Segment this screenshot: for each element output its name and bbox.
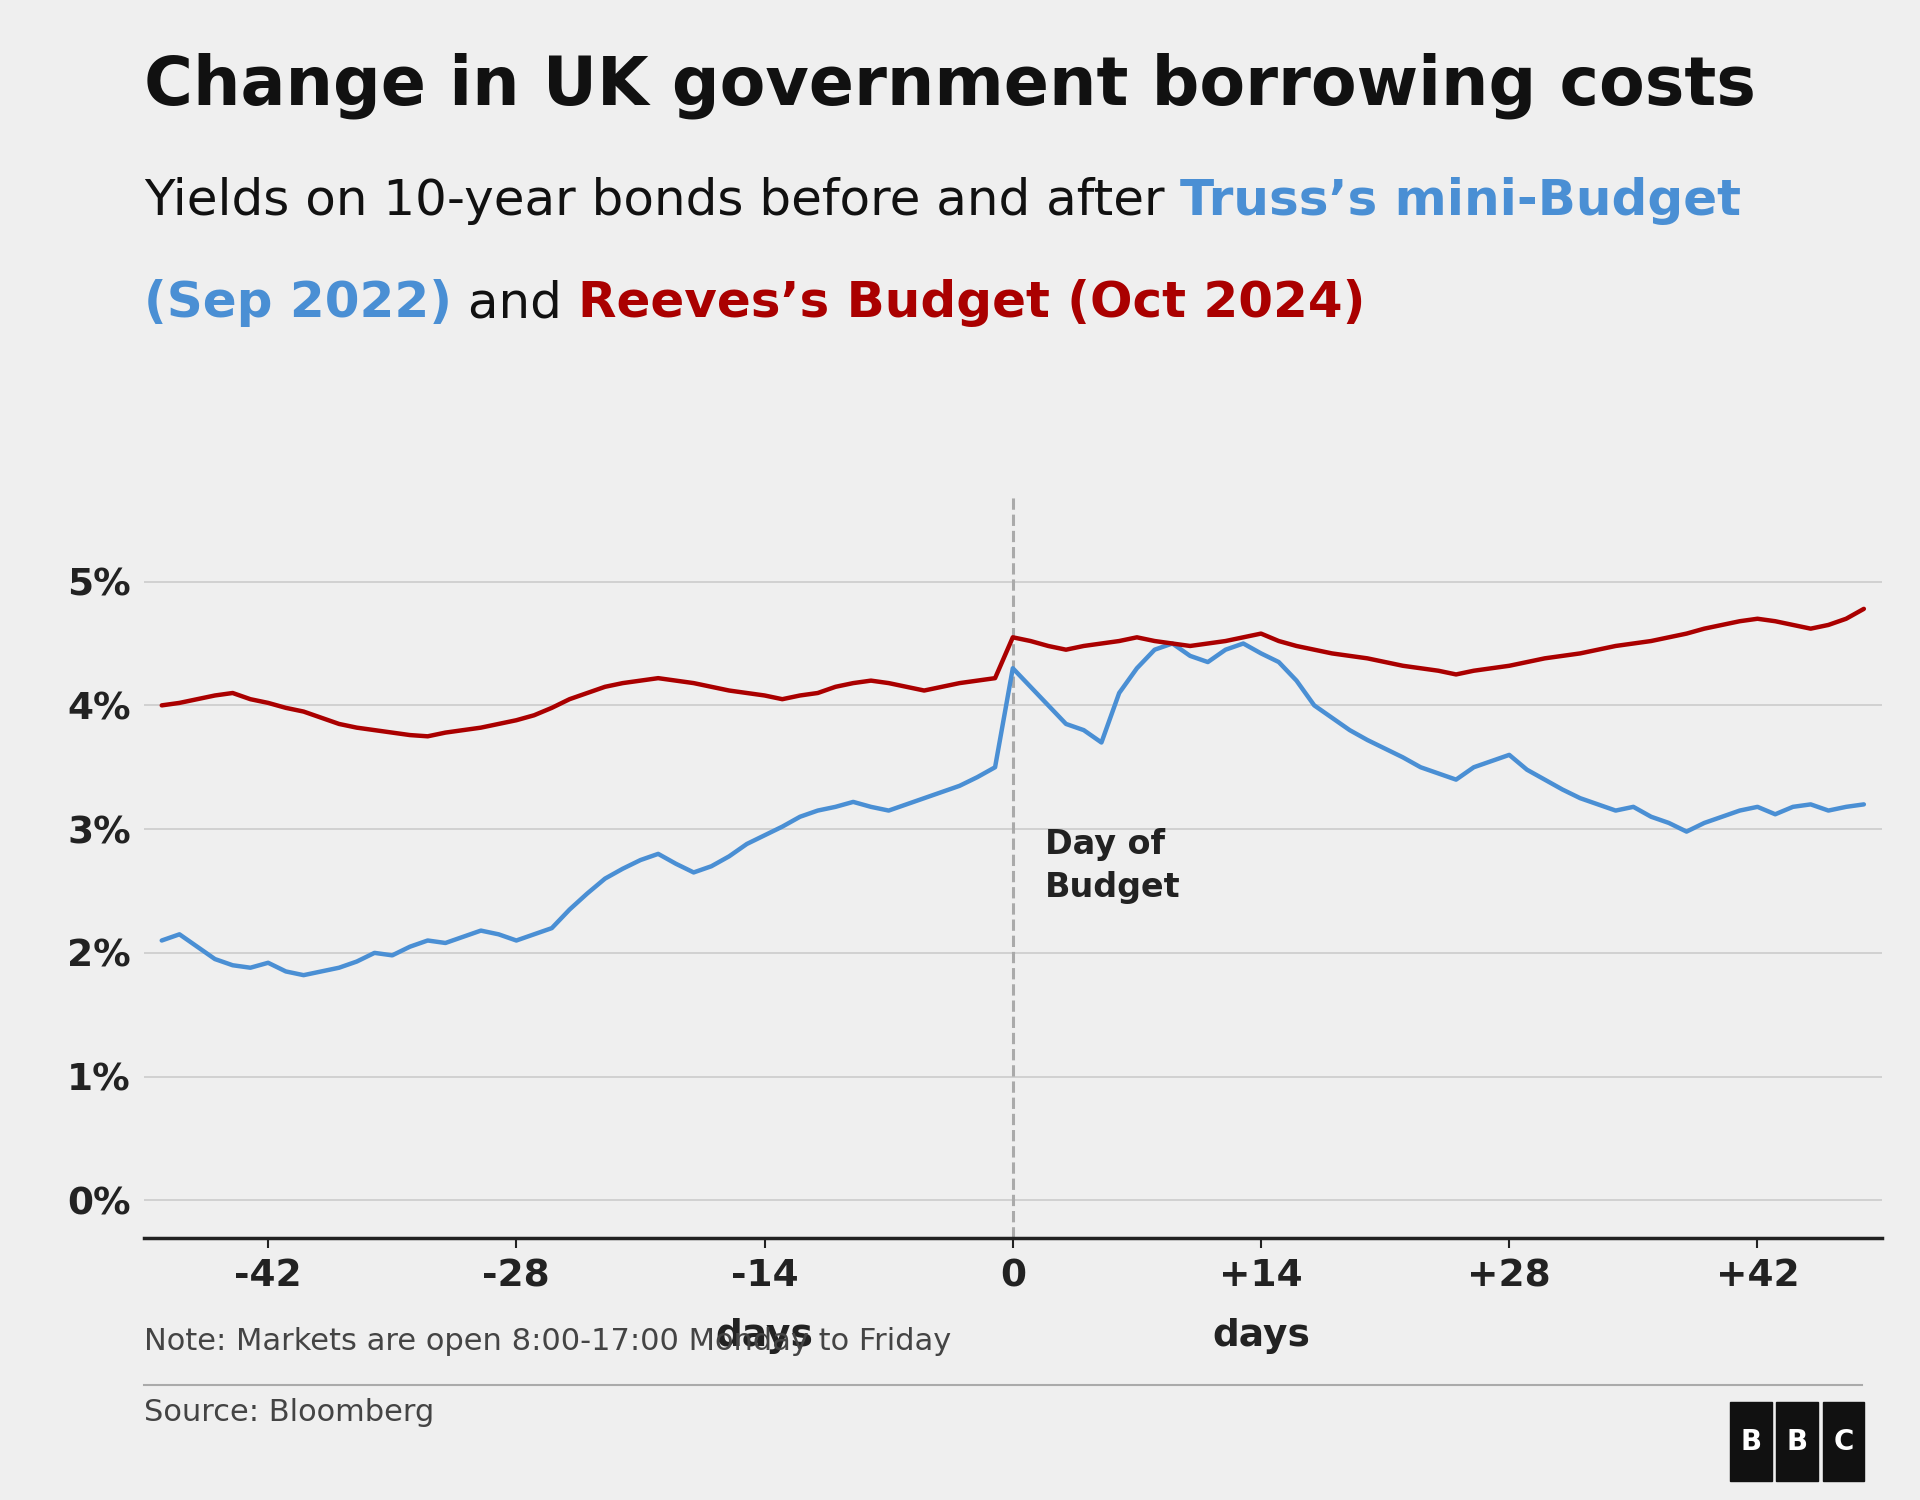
Text: days: days [1212, 1318, 1309, 1354]
Text: Reeves’s Budget (Oct 2024): Reeves’s Budget (Oct 2024) [578, 279, 1365, 327]
Text: Source: Bloomberg: Source: Bloomberg [144, 1398, 434, 1426]
Text: (Sep 2022): (Sep 2022) [144, 279, 451, 327]
FancyBboxPatch shape [1822, 1402, 1864, 1480]
FancyBboxPatch shape [1730, 1402, 1772, 1480]
Text: Change in UK government borrowing costs: Change in UK government borrowing costs [144, 53, 1757, 118]
Text: and: and [451, 279, 578, 327]
Text: Truss’s mini-Budget: Truss’s mini-Budget [1181, 177, 1741, 225]
Text: B: B [1740, 1428, 1761, 1455]
FancyBboxPatch shape [1776, 1402, 1818, 1480]
Text: Day of
Budget: Day of Budget [1044, 828, 1181, 904]
Text: days: days [716, 1318, 814, 1354]
Text: B: B [1786, 1428, 1809, 1455]
Text: Note: Markets are open 8:00-17:00 Monday to Friday: Note: Markets are open 8:00-17:00 Monday… [144, 1328, 950, 1356]
Text: C: C [1834, 1428, 1853, 1455]
Text: Yields on 10-year bonds before and after: Yields on 10-year bonds before and after [144, 177, 1181, 225]
